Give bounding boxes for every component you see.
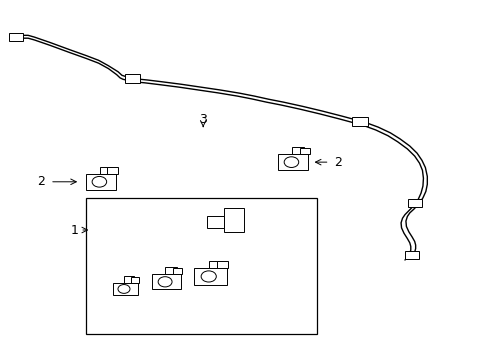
Bar bbox=[124, 276, 134, 283]
Circle shape bbox=[92, 176, 106, 187]
Bar bbox=[130, 277, 139, 283]
Bar bbox=[299, 148, 309, 154]
Circle shape bbox=[201, 271, 216, 282]
Text: 1: 1 bbox=[70, 224, 78, 237]
Bar bbox=[100, 167, 112, 174]
Bar bbox=[107, 167, 117, 174]
Circle shape bbox=[158, 277, 172, 287]
Bar bbox=[208, 261, 221, 268]
Bar bbox=[194, 268, 226, 285]
Bar bbox=[165, 267, 177, 274]
Text: 2: 2 bbox=[37, 175, 45, 188]
Bar bbox=[9, 33, 23, 41]
Text: 3: 3 bbox=[199, 113, 207, 126]
Bar bbox=[407, 199, 421, 207]
Bar bbox=[172, 268, 182, 274]
Bar bbox=[124, 75, 140, 84]
Bar bbox=[404, 251, 418, 259]
Circle shape bbox=[284, 157, 298, 167]
Bar bbox=[351, 117, 367, 126]
Bar bbox=[277, 154, 308, 170]
Bar bbox=[207, 216, 223, 228]
Circle shape bbox=[118, 284, 130, 293]
Bar bbox=[112, 283, 138, 296]
Bar bbox=[152, 274, 181, 289]
Bar bbox=[223, 208, 244, 232]
Bar bbox=[85, 174, 116, 190]
Bar bbox=[86, 198, 317, 334]
Bar bbox=[291, 147, 303, 154]
Text: 2: 2 bbox=[333, 156, 341, 168]
Bar bbox=[217, 261, 227, 268]
